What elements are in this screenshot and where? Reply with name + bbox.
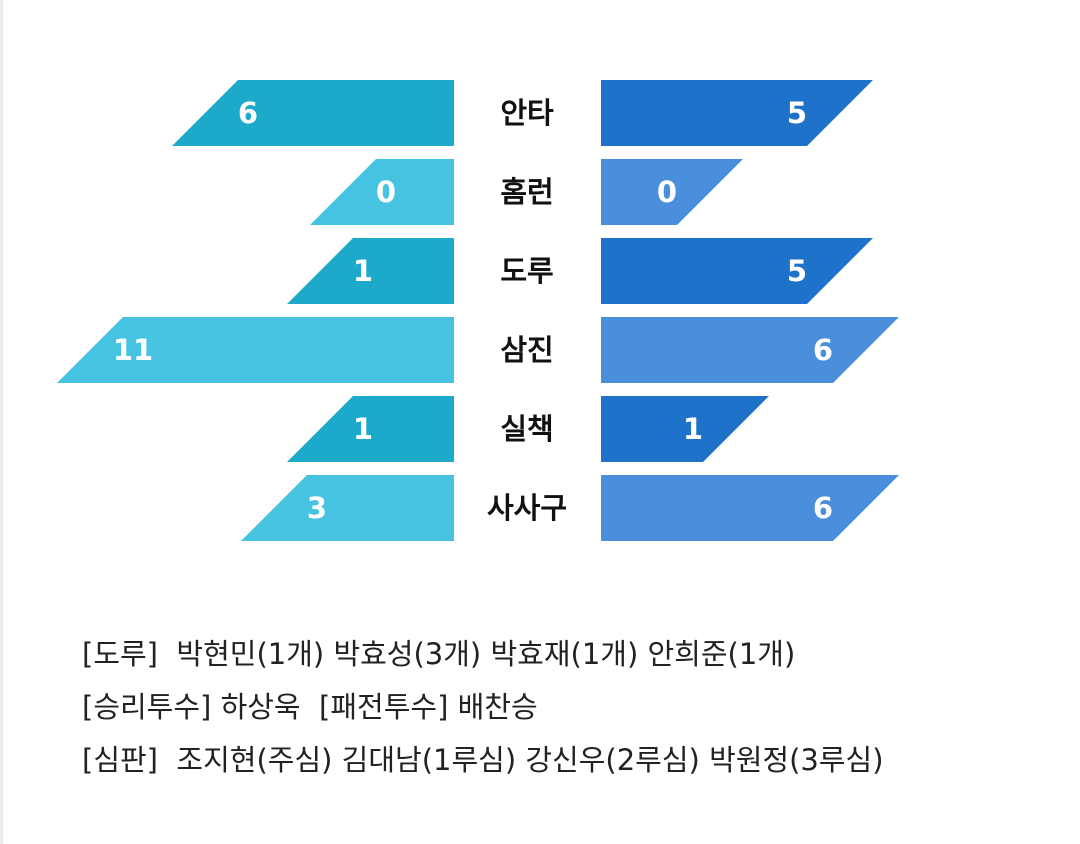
category-label: 실책 (500, 412, 553, 446)
left-bar (172, 80, 454, 146)
category-label: 도루 (500, 254, 553, 288)
left-value-label: 3 (307, 491, 327, 525)
left-value-label: 11 (113, 333, 153, 367)
right-bar (601, 317, 899, 383)
right-value-label: 6 (813, 491, 833, 525)
note-stolen-bases: [도루] 박현민(1개) 박효성(3개) 박효재(1개) 안희준(1개) (82, 637, 796, 671)
right-bar (601, 80, 873, 146)
category-label: 사사구 (487, 491, 567, 525)
right-value-label: 6 (813, 333, 833, 367)
left-bar (57, 317, 454, 383)
right-bar (601, 475, 899, 541)
left-value-label: 6 (238, 96, 258, 130)
category-label: 안타 (500, 96, 554, 130)
left-bar (287, 396, 454, 462)
left-bar (241, 475, 454, 541)
note-pitchers: [승리투수] 하상욱 [패전투수] 배찬승 (82, 690, 538, 724)
left-value-label: 0 (376, 175, 396, 209)
category-label: 홈런 (500, 175, 553, 209)
note-umpires: [심판] 조지현(주심) 김대남(1루심) 강신우(2루심) 박원정(3루심) (82, 743, 884, 777)
page-left-border (0, 0, 3, 844)
right-value-label: 5 (787, 254, 807, 288)
left-value-label: 1 (353, 254, 373, 288)
right-bar (601, 159, 743, 225)
left-bar (310, 159, 454, 225)
left-bar (287, 238, 454, 304)
right-value-label: 1 (683, 412, 703, 446)
left-value-label: 1 (353, 412, 373, 446)
category-label: 삼진 (500, 333, 553, 367)
right-value-label: 0 (657, 175, 677, 209)
game-notes: [도루] 박현민(1개) 박효성(3개) 박효재(1개) 안희준(1개) [승리… (82, 628, 884, 787)
right-bar (601, 238, 873, 304)
right-value-label: 5 (787, 96, 807, 130)
right-bar (601, 396, 769, 462)
